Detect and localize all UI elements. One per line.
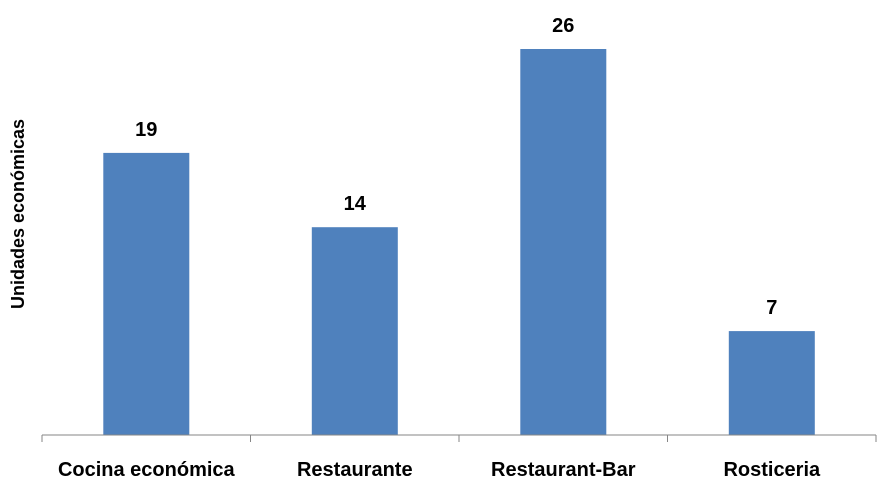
- category-label-restaurante: Restaurante: [297, 459, 413, 481]
- bar-restaurant-bar: [520, 49, 607, 435]
- bar-rosticeria: [728, 331, 815, 435]
- value-labels-group: 19 14 26 7: [135, 15, 777, 319]
- value-label-rosticeria: 7: [766, 297, 777, 319]
- bar-restaurante: [311, 227, 398, 435]
- category-labels-group: Cocina económica Restaurante Restaurant-Ba…: [58, 459, 821, 481]
- category-label-cocina-economica: Cocina económica: [58, 459, 236, 481]
- category-label-rosticeria: Rosticeria: [723, 459, 821, 481]
- bars-group: [103, 49, 815, 435]
- y-axis-title: Unidades económicas: [8, 119, 28, 309]
- value-label-restaurante: 14: [344, 193, 367, 215]
- x-axis: [41, 434, 877, 442]
- bar-cocina-economica: [103, 152, 190, 435]
- category-label-restaurant-bar: Restaurant-Bar: [491, 459, 636, 481]
- value-label-cocina-economica: 19: [135, 119, 157, 141]
- value-label-restaurant-bar: 26: [552, 15, 574, 37]
